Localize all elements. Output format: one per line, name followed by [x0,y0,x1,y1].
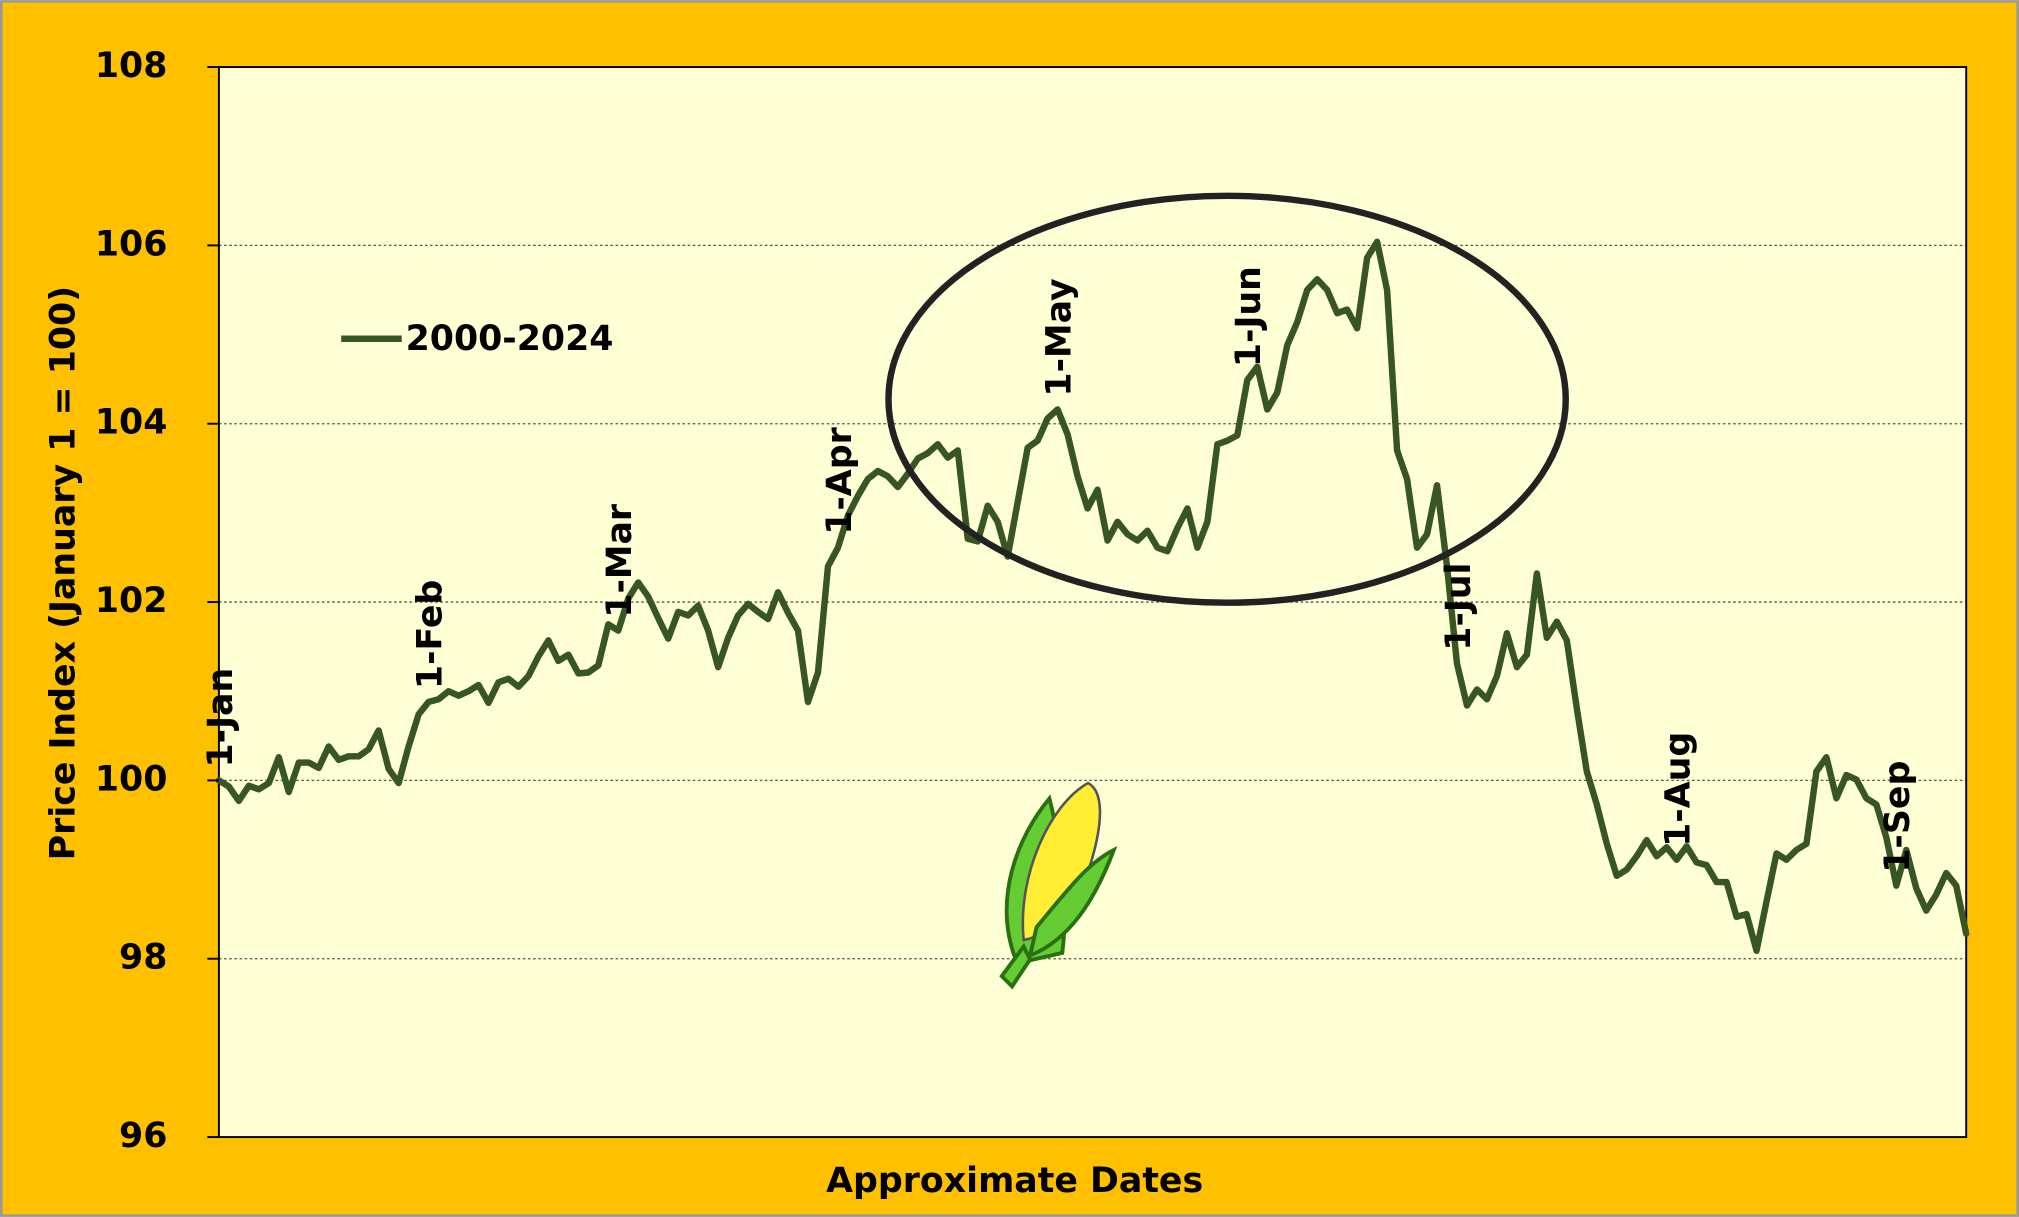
date-label: 1-Aug [1659,732,1699,847]
y-tick-label: 102 [95,581,168,621]
legend-label: 2000-2024 [406,319,614,359]
series [215,238,1970,954]
corn-icon [999,781,1118,990]
y-axis-label: Price Index (January 1 = 100) [43,286,83,860]
highlight-ellipse [885,192,1569,606]
date-label: 1-May [1039,278,1079,397]
date-label: 1-Mar [600,503,640,618]
date-label: 1-Jun [1229,266,1269,367]
series-line [215,238,1970,954]
x-axis-label: Approximate Dates [826,1161,1203,1201]
plot-area [218,67,1967,1138]
y-tick-label: 98 [119,938,167,978]
date-label: 1-Jul [1439,563,1479,651]
date-label: 1-Apr [820,426,860,534]
y-tick-label: 108 [95,46,168,86]
y-tick-label: 96 [119,1116,167,1156]
date-label: 1-Sep [1878,761,1918,873]
date-label: 1-Jan [201,668,241,768]
y-tick-label: 104 [95,403,168,443]
y-tick-label: 100 [95,759,168,799]
y-tick-label: 106 [95,224,168,264]
date-label: 1-Feb [410,580,450,689]
